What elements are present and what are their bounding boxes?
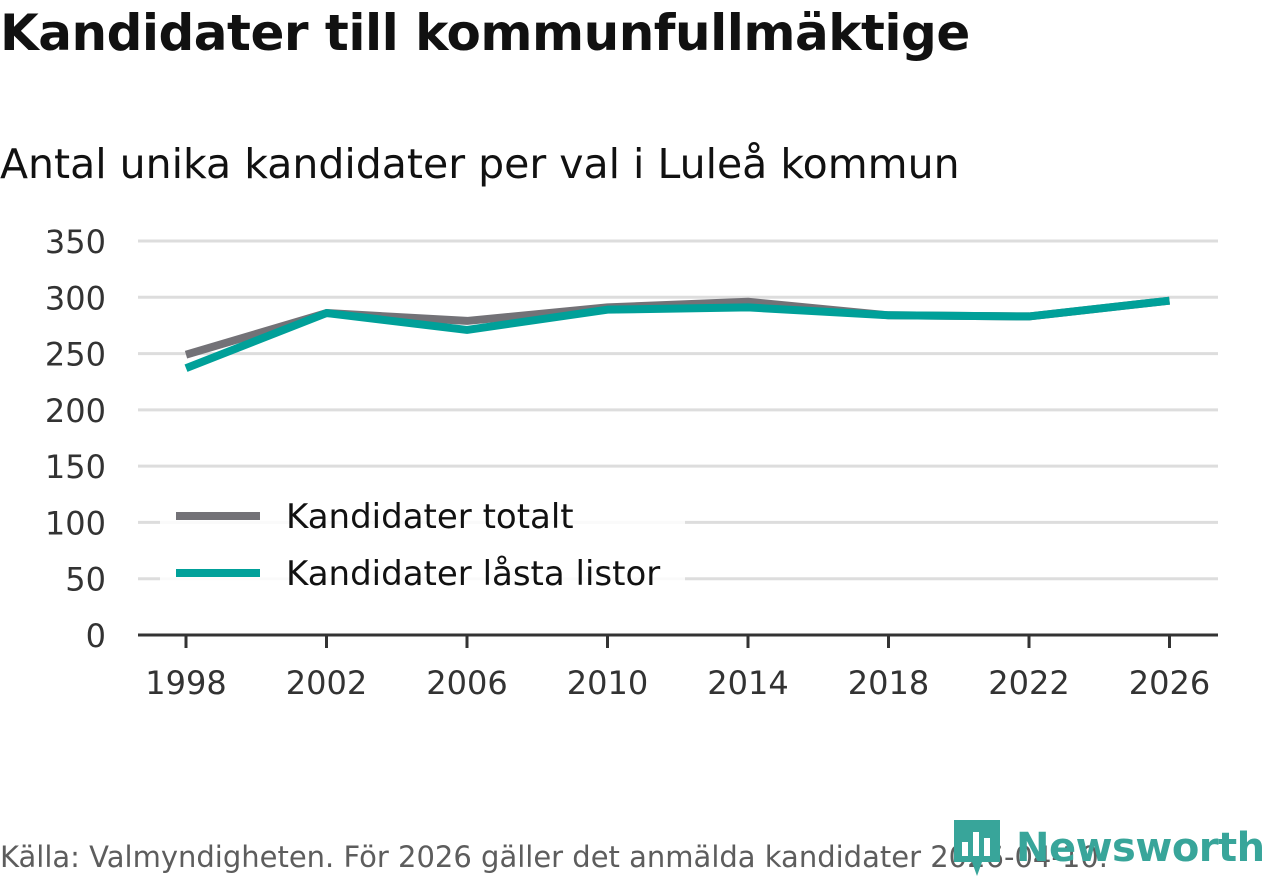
x-tick-label: 2002 bbox=[286, 664, 367, 702]
y-tick-label: 350 bbox=[45, 223, 106, 261]
brand-name: Newsworthy bbox=[1016, 825, 1262, 871]
y-tick-label: 0 bbox=[86, 617, 106, 655]
legend-label: Kandidater totalt bbox=[286, 497, 574, 537]
x-tick-label: 2026 bbox=[1129, 664, 1210, 702]
x-tick-label: 2006 bbox=[426, 664, 507, 702]
legend-label: Kandidater låsta listor bbox=[286, 554, 660, 594]
y-tick-label: 200 bbox=[45, 392, 106, 430]
y-tick-label: 100 bbox=[45, 504, 106, 542]
y-axis-tick-labels: 0 50 100 150 200 250 300 350 bbox=[45, 223, 106, 655]
x-tick-label: 1998 bbox=[145, 664, 226, 702]
newsworthy-logo-icon bbox=[954, 820, 1000, 876]
chart-title: Kandidater till kommunfullmäktige bbox=[0, 4, 970, 62]
y-tick-label: 250 bbox=[45, 336, 106, 374]
chart-subtitle: Antal unika kandidater per val i Luleå k… bbox=[0, 140, 960, 188]
x-axis: 1998 2002 2006 2010 2014 2018 2022 2026 bbox=[138, 633, 1218, 702]
source-note: Källa: Valmyndigheten. För 2026 gäller d… bbox=[0, 840, 1108, 874]
brand-logo: Newsworthy bbox=[952, 818, 1262, 878]
x-tick-label: 2010 bbox=[567, 664, 648, 702]
y-tick-label: 300 bbox=[45, 279, 106, 317]
series-line-kandidater-lasta-listor bbox=[184, 296, 1170, 372]
x-tick-label: 2018 bbox=[848, 664, 929, 702]
legend: Kandidater totalt Kandidater låsta listor bbox=[160, 490, 685, 610]
x-tick-label: 2022 bbox=[988, 664, 1069, 702]
y-tick-label: 150 bbox=[45, 448, 106, 486]
legend-background bbox=[160, 490, 685, 610]
x-tick-label: 2014 bbox=[707, 664, 788, 702]
series-lines bbox=[184, 296, 1170, 372]
y-tick-label: 50 bbox=[65, 561, 106, 599]
